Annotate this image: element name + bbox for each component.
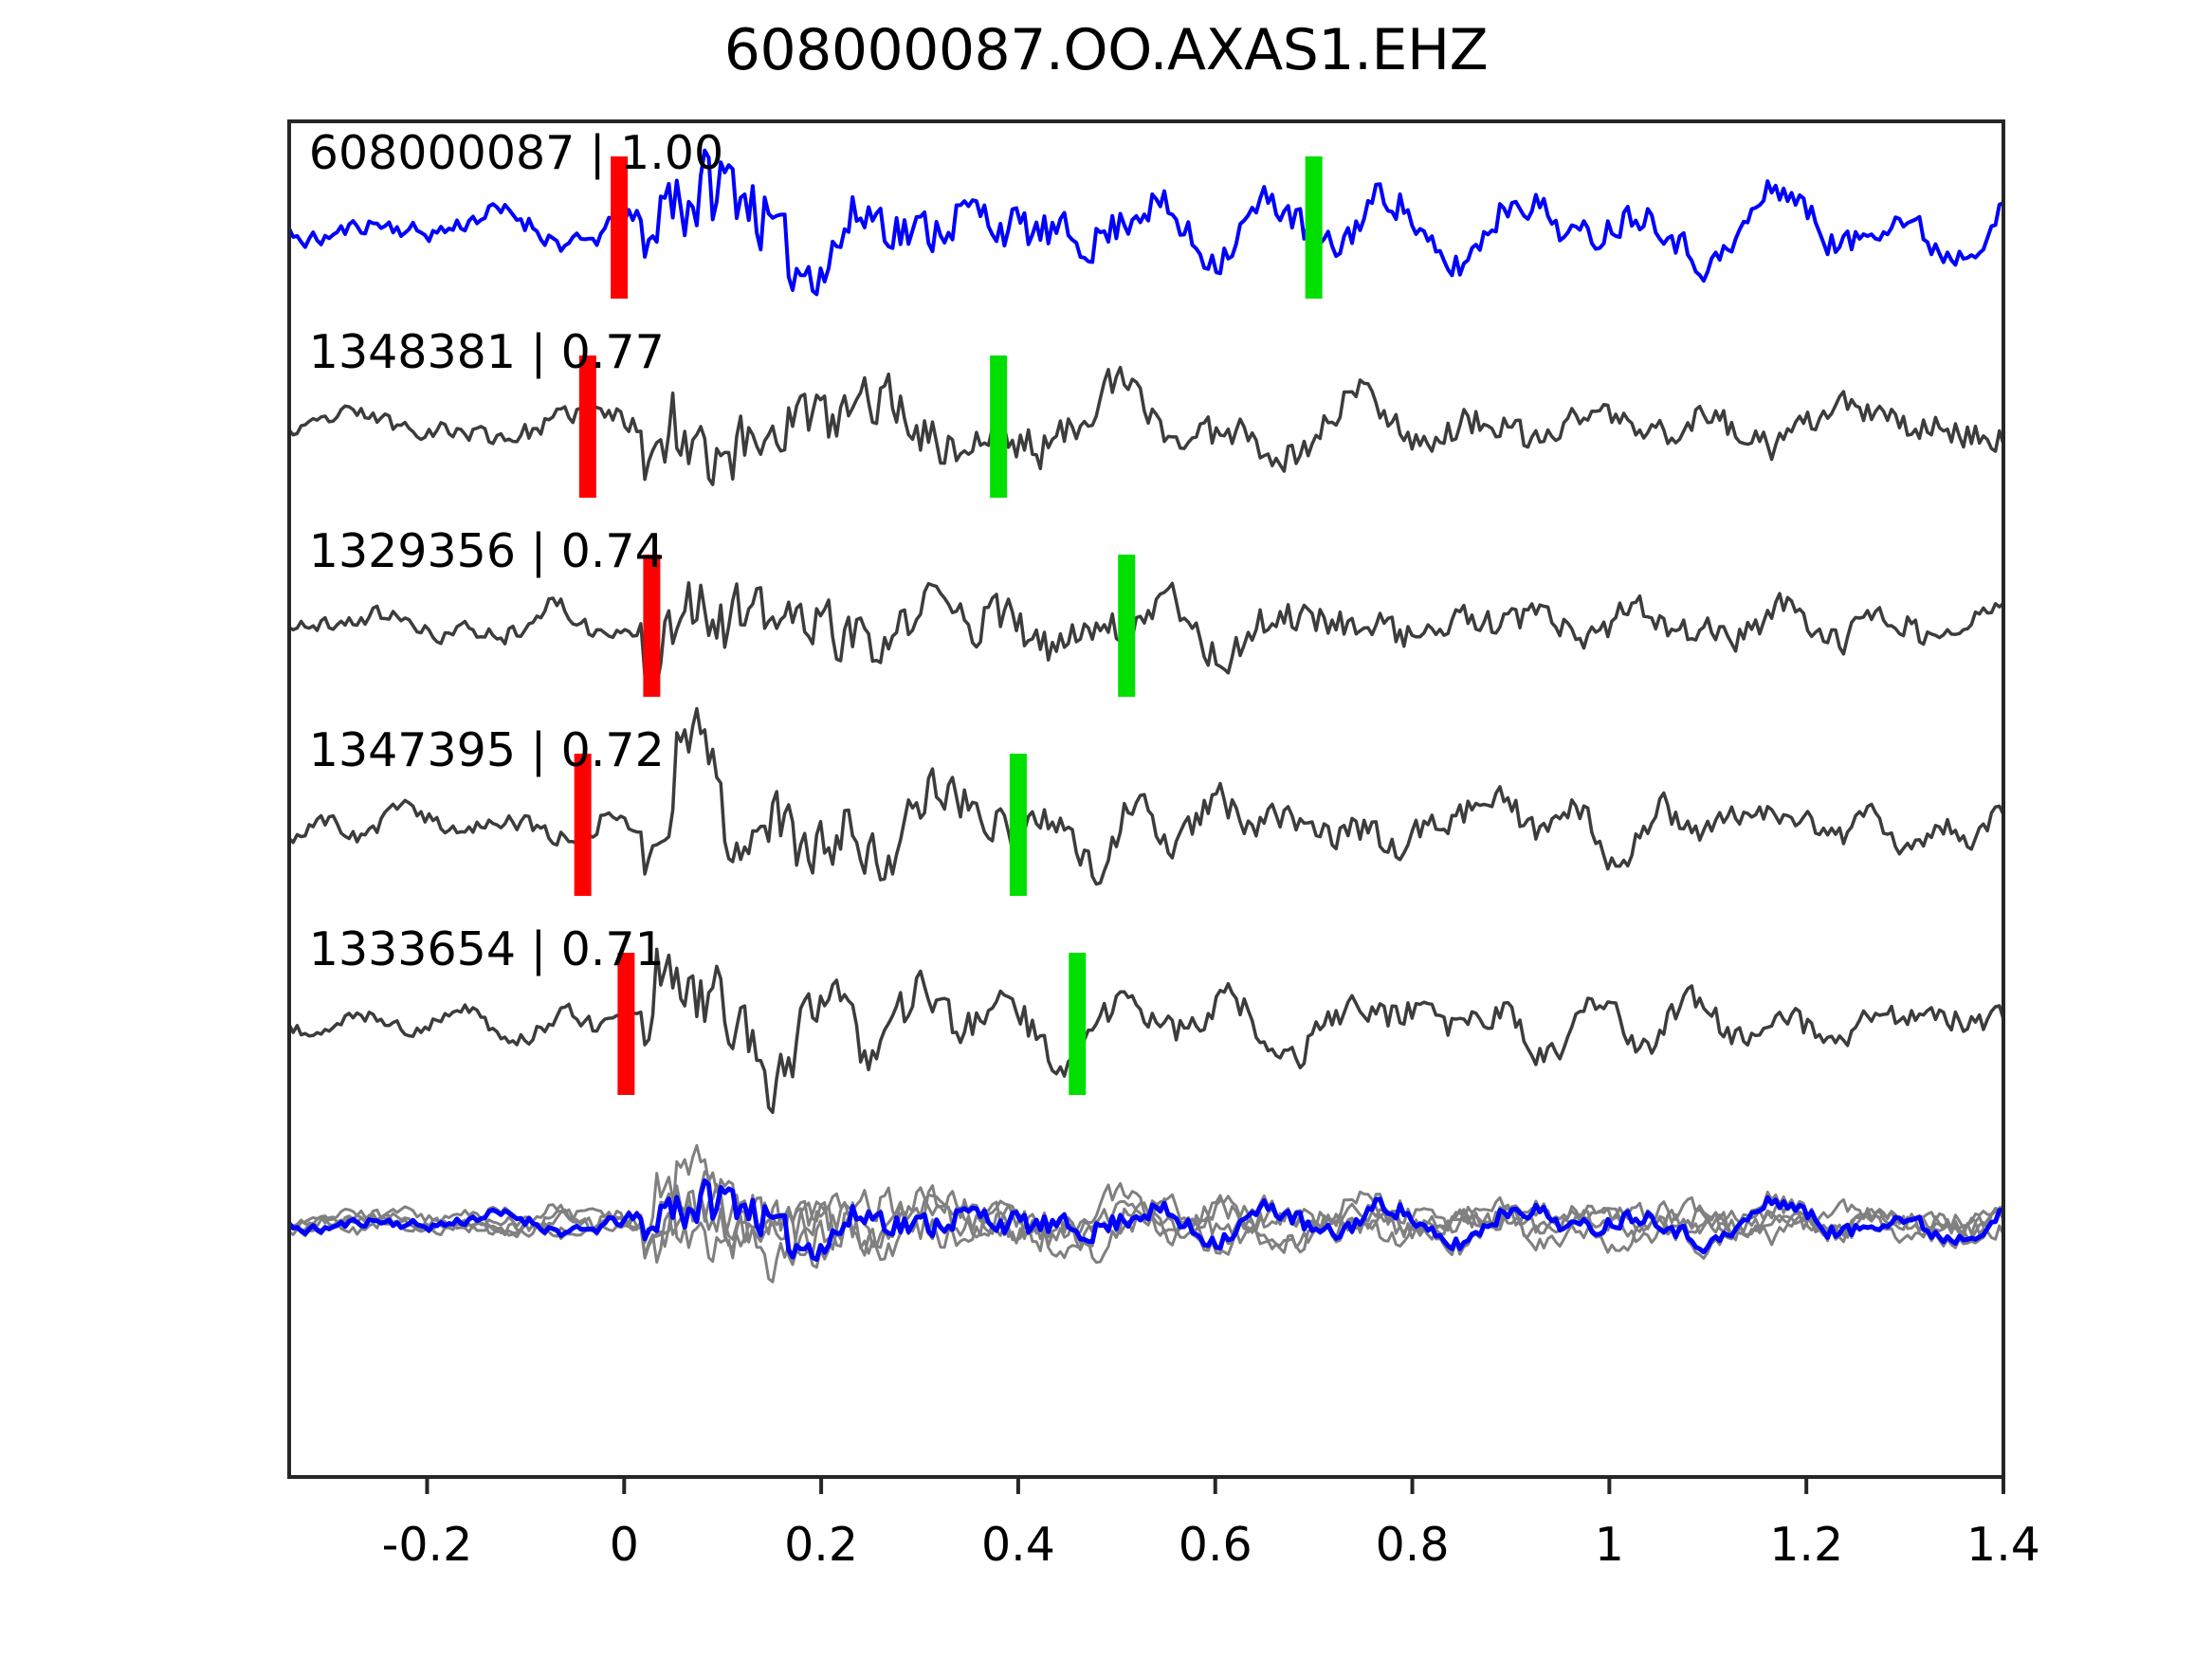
trace-label: 1348381 | 0.77 bbox=[309, 325, 665, 379]
p-pick-marker bbox=[617, 953, 635, 1095]
p-pick-marker bbox=[574, 754, 592, 896]
x-tick-label: 0.2 bbox=[784, 1518, 858, 1572]
stack-overlay-trace bbox=[291, 1143, 2002, 1265]
page-title: 608000087.OO.AXAS1.EHZ bbox=[723, 17, 1489, 83]
stack-template-trace bbox=[291, 1178, 2002, 1262]
x-tick-label: 1.4 bbox=[1966, 1518, 2040, 1572]
trace-labels-group: 608000087 | 1.00 1348381 | 0.77 1329356 | … bbox=[309, 126, 723, 976]
p-pick-marker bbox=[643, 555, 661, 697]
plot-border bbox=[287, 119, 2005, 1479]
s-pick-marker bbox=[1069, 953, 1087, 1095]
s-pick-marker bbox=[1118, 555, 1136, 697]
trace-label: 608000087 | 1.00 bbox=[309, 126, 723, 180]
trace-label: 1333654 | 0.71 bbox=[309, 922, 665, 976]
waveform-trace bbox=[291, 581, 2002, 686]
trace-label: 1329356 | 0.74 bbox=[309, 524, 665, 578]
x-tick-label: 1.2 bbox=[1769, 1518, 1843, 1572]
trace-label: 1347395 | 0.72 bbox=[309, 723, 665, 777]
x-axis: -0.2 0 0.2 0.4 0.6 0.8 1 1.2 1.4 bbox=[382, 1477, 2040, 1572]
s-pick-marker bbox=[1305, 156, 1323, 299]
waveform-trace bbox=[291, 148, 2002, 297]
waveform-trace bbox=[291, 947, 2002, 1115]
x-tick-label: 0.6 bbox=[1179, 1518, 1252, 1572]
stack-overlay-trace bbox=[291, 1172, 2002, 1284]
x-tick-label: -0.2 bbox=[382, 1518, 473, 1572]
s-pick-marker bbox=[990, 356, 1008, 498]
picks-group bbox=[574, 156, 1323, 1095]
x-tick-label: 0 bbox=[610, 1518, 639, 1572]
x-tick-label: 0.8 bbox=[1376, 1518, 1450, 1572]
s-pick-marker bbox=[1009, 754, 1027, 896]
traces-group bbox=[291, 148, 2002, 1284]
p-pick-marker bbox=[611, 156, 629, 299]
plot-frame bbox=[287, 119, 2005, 1479]
waveform-trace bbox=[291, 365, 2002, 486]
p-pick-marker bbox=[578, 356, 596, 498]
x-tick-label: 0.4 bbox=[981, 1518, 1055, 1572]
x-tick-label: 1 bbox=[1595, 1518, 1624, 1572]
